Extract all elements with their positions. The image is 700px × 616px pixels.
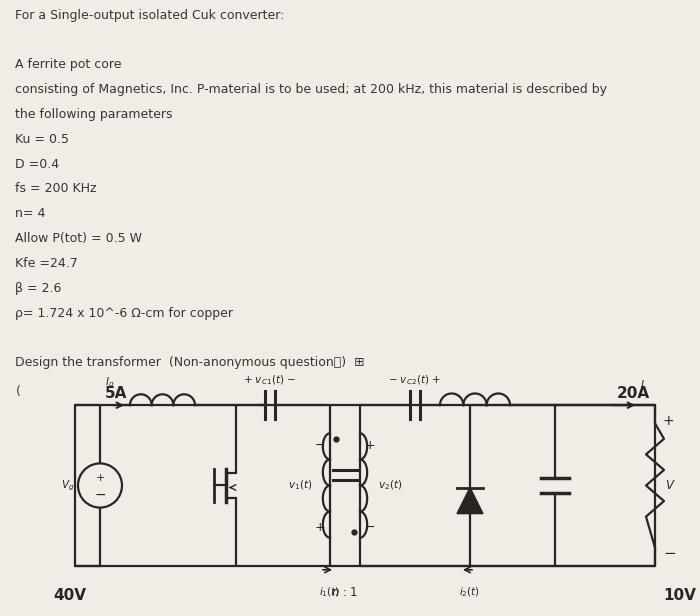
Text: + $v_{C1}(t)$ $-$: + $v_{C1}(t)$ $-$	[244, 373, 297, 387]
Text: +: +	[663, 414, 675, 428]
Text: $v_2(t)$: $v_2(t)$	[378, 479, 402, 492]
Text: 5A: 5A	[105, 386, 127, 401]
Polygon shape	[457, 487, 483, 514]
Text: $i_2(t)$: $i_2(t)$	[459, 586, 480, 599]
Text: −: −	[663, 546, 676, 561]
Text: 20A: 20A	[617, 386, 650, 401]
Text: −: −	[94, 487, 106, 501]
Text: (: (	[15, 384, 20, 398]
Text: $n$ : 1: $n$ : 1	[331, 586, 358, 599]
Text: A ferrite pot core: A ferrite pot core	[15, 59, 122, 71]
Text: Design the transformer  (Non-anonymous questionⓘ)  ⊞: Design the transformer (Non-anonymous qu…	[15, 356, 365, 370]
Text: the following parameters: the following parameters	[15, 108, 173, 121]
Text: $V$: $V$	[665, 479, 676, 492]
Text: fs = 200 KHz: fs = 200 KHz	[15, 182, 97, 195]
Text: $i_1(t)$: $i_1(t)$	[319, 586, 340, 599]
Text: $-$ $v_{C2}(t)$ +: $-$ $v_{C2}(t)$ +	[389, 373, 442, 387]
Text: Kfe =24.7: Kfe =24.7	[15, 257, 78, 270]
Text: +: +	[95, 474, 105, 484]
Text: +: +	[315, 521, 326, 534]
Text: −: −	[365, 521, 375, 534]
Text: n= 4: n= 4	[15, 208, 46, 221]
Text: For a Single-output isolated Cuk converter:: For a Single-output isolated Cuk convert…	[15, 9, 285, 22]
Text: Ku = 0.5: Ku = 0.5	[15, 133, 69, 146]
Text: $I$: $I$	[640, 378, 645, 390]
Text: D =0.4: D =0.4	[15, 158, 60, 171]
Text: 40V: 40V	[53, 588, 87, 603]
Text: β = 2.6: β = 2.6	[15, 282, 62, 295]
Text: $V_g$: $V_g$	[62, 478, 75, 493]
Text: +: +	[365, 439, 375, 452]
Text: ρ= 1.724 x 10^-6 Ω-cm for copper: ρ= 1.724 x 10^-6 Ω-cm for copper	[15, 307, 233, 320]
Text: consisting of Magnetics, Inc. P-material is to be used; at 200 kHz, this materia: consisting of Magnetics, Inc. P-material…	[15, 83, 608, 96]
Text: 10V: 10V	[663, 588, 696, 603]
Text: $I_g$: $I_g$	[105, 376, 115, 390]
Text: −: −	[315, 439, 326, 452]
Text: $v_1(t)$: $v_1(t)$	[288, 479, 312, 492]
Text: Allow P(tot) = 0.5 W: Allow P(tot) = 0.5 W	[15, 232, 142, 245]
